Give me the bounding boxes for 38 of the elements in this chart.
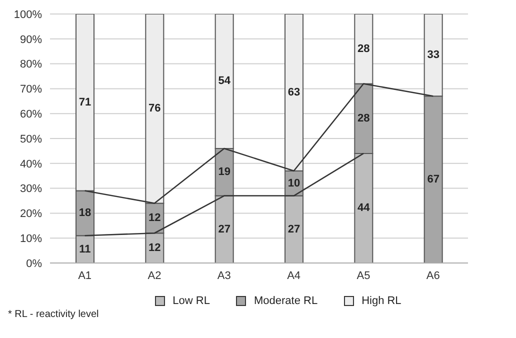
data-label: 18 bbox=[78, 207, 92, 220]
y-tick-label: 100% bbox=[14, 8, 42, 21]
data-label: 28 bbox=[358, 42, 370, 55]
data-label: 27 bbox=[218, 223, 230, 236]
data-label: 63 bbox=[288, 86, 300, 98]
data-label: 28 bbox=[358, 112, 370, 125]
y-tick-label: 80% bbox=[20, 58, 42, 71]
data-label: 19 bbox=[218, 166, 230, 178]
data-label: 54 bbox=[218, 75, 232, 88]
y-tick-label: 50% bbox=[20, 133, 42, 146]
x-tick-label: A2 bbox=[148, 270, 162, 282]
y-tick-label: 70% bbox=[20, 84, 42, 96]
y-tick-label: 40% bbox=[20, 158, 42, 170]
x-tick-label: A4 bbox=[287, 270, 301, 282]
data-label: 44 bbox=[358, 202, 371, 214]
legend-label: High RL bbox=[362, 295, 402, 307]
data-label: 12 bbox=[148, 212, 161, 224]
y-tick-label: 10% bbox=[20, 233, 42, 246]
x-tick-label: A3 bbox=[217, 270, 231, 282]
x-tick-label: A6 bbox=[426, 270, 440, 282]
x-tick-label: A5 bbox=[356, 270, 370, 282]
text: * RL - reactivity level bbox=[8, 309, 100, 320]
data-label: 71 bbox=[78, 96, 92, 108]
data-label: 11 bbox=[79, 243, 91, 256]
data-label: 67 bbox=[427, 174, 440, 186]
legend-label: Low RL bbox=[172, 295, 210, 307]
data-label: 27 bbox=[288, 223, 300, 236]
y-tick-label: 60% bbox=[20, 108, 42, 121]
y-tick-label: 90% bbox=[20, 34, 42, 46]
data-label: 33 bbox=[427, 49, 440, 62]
y-tick-label: 0% bbox=[26, 258, 42, 270]
y-tick-label: 20% bbox=[20, 208, 42, 220]
data-label: 12 bbox=[148, 242, 161, 254]
y-tick-label: 30% bbox=[20, 183, 42, 196]
x-tick-label: A1 bbox=[78, 270, 92, 282]
data-label: 76 bbox=[148, 102, 161, 115]
data-label: 10 bbox=[288, 177, 300, 190]
legend-label: Moderate RL bbox=[254, 295, 318, 307]
